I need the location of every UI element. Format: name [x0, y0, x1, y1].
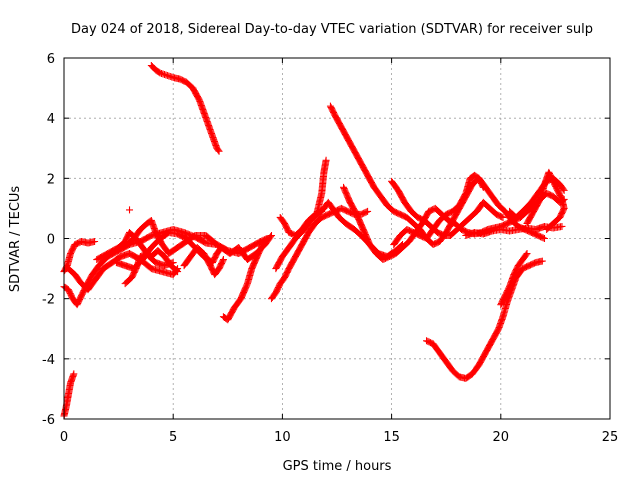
series-arc-14	[267, 204, 372, 303]
data-point	[522, 251, 530, 259]
series-arc-23	[497, 250, 531, 309]
data-point	[362, 208, 370, 216]
data-marks	[60, 62, 568, 420]
data-point	[523, 250, 531, 258]
y-tick-label: 4	[47, 112, 55, 127]
data-point	[267, 233, 275, 241]
y-tick-labels: -6 -4 -2 0 2 4 6	[42, 52, 55, 428]
data-point	[174, 268, 182, 276]
series-arc-17	[313, 156, 330, 215]
data-point	[539, 234, 547, 242]
data-point	[543, 225, 551, 233]
data-point	[219, 256, 227, 264]
x-tick-label: 20	[493, 430, 510, 445]
series-arc-20	[388, 177, 507, 239]
data-point	[172, 267, 180, 275]
data-point	[364, 207, 372, 215]
series-arc-11	[180, 244, 227, 279]
y-tick-label: 2	[47, 172, 55, 187]
series-arc-22	[423, 257, 546, 382]
series-arc-25	[523, 168, 568, 233]
x-tick-label: 15	[383, 430, 400, 445]
series-arc-13	[217, 231, 275, 264]
data-point	[540, 235, 548, 242]
y-axis-label: SDTVAR / TECUs	[8, 186, 23, 293]
chart-title: Day 024 of 2018, Sidereal Day-to-day VTE…	[71, 22, 593, 37]
data-point	[70, 370, 78, 378]
y-tick-label: 0	[47, 233, 55, 248]
series-arc-10	[147, 62, 223, 155]
x-tick-label: 10	[274, 430, 291, 445]
x-tick-label: 5	[169, 430, 177, 445]
data-point	[559, 185, 567, 193]
data-point	[499, 213, 507, 221]
series-arc-24	[462, 222, 566, 239]
x-tick-labels: 0 5 10 15 20 25	[60, 430, 618, 445]
series-arc-08	[121, 247, 182, 288]
x-axis-label: GPS time / hours	[283, 459, 392, 474]
data-point	[322, 156, 330, 164]
y-tick-label: -2	[42, 293, 55, 308]
data-point	[126, 206, 134, 214]
data-point	[267, 231, 275, 239]
data-point	[560, 186, 568, 194]
y-tick-label: -6	[42, 413, 55, 428]
data-point	[214, 146, 222, 154]
data-point	[558, 222, 566, 230]
data-point	[544, 224, 552, 232]
data-point	[91, 238, 99, 246]
y-tick-label: -4	[42, 353, 55, 368]
data-point	[219, 257, 227, 265]
series-arc-09	[126, 206, 134, 214]
series-arc-07	[115, 216, 271, 258]
data-point	[498, 213, 506, 221]
y-tick-label: 6	[47, 52, 55, 67]
series-arc-01	[60, 370, 78, 420]
series-arc-26	[506, 174, 568, 221]
plot-frame	[63, 57, 611, 420]
x-tick-label: 25	[602, 430, 619, 445]
data-point	[215, 147, 223, 155]
series-arc-02	[60, 238, 99, 276]
x-tick-label: 0	[60, 430, 68, 445]
data-point	[538, 257, 546, 265]
grid-lines	[64, 58, 610, 419]
